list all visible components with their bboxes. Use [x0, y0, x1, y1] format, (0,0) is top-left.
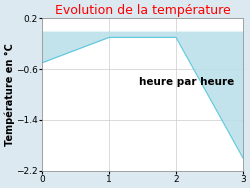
Y-axis label: Température en °C: Température en °C: [4, 43, 15, 146]
Title: Evolution de la température: Evolution de la température: [55, 4, 231, 17]
Text: heure par heure: heure par heure: [139, 77, 234, 87]
